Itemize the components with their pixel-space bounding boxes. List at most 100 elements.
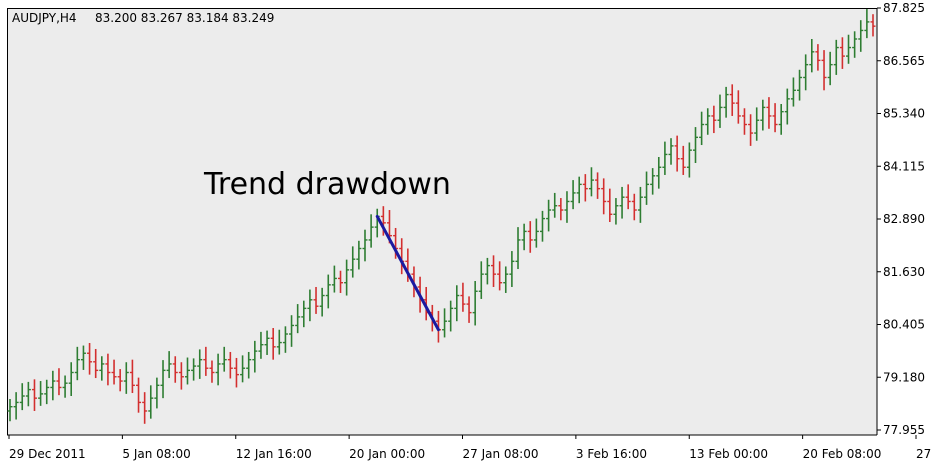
plot-border-top	[7, 8, 877, 9]
ohlc-bar	[276, 329, 282, 355]
ohlc-readout: 83.200 83.267 83.184 83.249	[95, 11, 274, 25]
ohlc-bar	[821, 50, 827, 91]
ohlc-bar	[31, 379, 37, 411]
plot-border-left	[7, 8, 8, 435]
y-tick-label: 79.180	[883, 370, 925, 384]
ohlc-bar	[44, 379, 50, 405]
ohlc-bar	[215, 353, 221, 386]
plot-area	[7, 8, 877, 435]
ohlc-bar	[460, 282, 466, 312]
x-axis-ticks: 29 Dec 2011 5 Jan 08:00 12 Jan 16:00 20 Jan…	[8, 435, 936, 461]
y-axis-ticks: 87.825 86.565 85.340 84.115 82.890 81.630 80.4…	[877, 1, 925, 437]
x-tick-label: 5 Jan 08:00	[122, 447, 190, 461]
ohlc-bar	[644, 171, 650, 205]
ohlc-bar	[607, 188, 613, 222]
ohlc-bar	[142, 392, 148, 424]
ohlc-bar	[240, 355, 246, 383]
ohlc-bar	[784, 88, 790, 125]
ohlc-bar	[258, 331, 264, 359]
ohlc-bar	[136, 377, 142, 413]
ohlc-bar	[870, 14, 876, 37]
ohlc-bar	[154, 377, 160, 409]
ohlc-bar	[827, 51, 833, 86]
ohlc-bar	[735, 90, 741, 124]
ohlc-bar	[246, 351, 252, 379]
ohlc-bar	[619, 186, 625, 219]
symbol-label: AUDJPY,H4	[12, 11, 77, 25]
ohlc-bar	[68, 362, 74, 397]
ohlc-bar	[741, 108, 747, 135]
ohlc-bar	[478, 261, 484, 299]
ohlc-bar	[325, 274, 331, 309]
ohlc-bar	[264, 330, 270, 355]
ohlc-bar	[637, 186, 643, 223]
ohlc-bar	[613, 198, 619, 225]
ohlc-bar	[123, 362, 129, 394]
ohlc-bar	[662, 141, 668, 175]
ohlc-bar	[38, 381, 44, 406]
ohlc-bar	[686, 142, 692, 178]
ohlc-bar	[227, 351, 233, 379]
ohlc-bar	[748, 114, 754, 146]
ohlc-bar	[270, 328, 276, 360]
ohlc-bar	[191, 358, 197, 381]
ohlc-bar	[87, 342, 93, 375]
ohlc-bar	[803, 54, 809, 91]
ohlc-bar	[809, 38, 815, 73]
ohlc-bar	[515, 227, 521, 270]
ohlc-bar	[656, 157, 662, 189]
ohlc-bar	[233, 357, 239, 388]
ohlc-bar	[760, 99, 766, 131]
ohlc-bar	[338, 270, 344, 293]
ohlc-bar	[717, 94, 723, 128]
ohlc-bar	[105, 353, 111, 386]
y-tick-label: 84.115	[883, 159, 925, 173]
ohlc-bar	[693, 127, 699, 163]
ohlc-bar	[454, 285, 460, 322]
ohlc-bar	[301, 300, 307, 328]
ohlc-bar	[19, 383, 25, 411]
ohlc-bar	[839, 37, 845, 69]
ohlc-bar	[448, 300, 454, 332]
ohlc-bar	[546, 199, 552, 232]
ohlc-bar	[815, 44, 821, 71]
ohlc-bar	[588, 167, 594, 197]
price-bars	[7, 9, 876, 424]
ohlc-bar	[674, 135, 680, 172]
ohlc-bar	[221, 346, 227, 372]
ohlc-bar	[442, 308, 448, 338]
ohlc-bar	[295, 304, 301, 334]
x-tick-label: 3 Feb 16:00	[576, 447, 647, 461]
ohlc-bar	[178, 362, 184, 390]
ohlc-bar	[13, 392, 19, 420]
ohlc-bar	[50, 370, 56, 401]
ohlc-bar	[852, 31, 858, 58]
ohlc-bar	[754, 107, 760, 141]
ohlc-bar	[484, 257, 490, 285]
y-tick-label: 87.825	[883, 1, 925, 15]
ohlc-bar	[466, 296, 472, 323]
ohlc-bar	[491, 255, 497, 287]
y-tick-label: 80.405	[883, 318, 925, 332]
ohlc-bar	[307, 289, 313, 322]
ohlc-bar	[331, 265, 337, 293]
ohlc-bar	[631, 193, 637, 221]
ohlc-bar	[62, 375, 68, 398]
ohlc-bar	[160, 360, 166, 399]
x-tick-label: 20 Jan 00:00	[349, 447, 425, 461]
ohlc-bar	[527, 221, 533, 253]
ohlc-bar	[497, 261, 503, 291]
y-tick-label: 82.890	[883, 212, 925, 226]
x-tick-label: 12 Jan 16:00	[236, 447, 312, 461]
annotation-label: Trend drawdown	[203, 167, 451, 202]
y-tick-label: 86.565	[883, 54, 925, 68]
ohlc-bar	[699, 111, 705, 146]
ohlc-bar	[184, 357, 190, 385]
ohlc-bar	[313, 286, 319, 314]
ohlc-bar	[711, 105, 717, 134]
ohlc-bar	[117, 369, 123, 392]
ohlc-bar	[319, 287, 325, 317]
trend-line	[375, 214, 440, 332]
ohlc-bar	[7, 399, 13, 422]
